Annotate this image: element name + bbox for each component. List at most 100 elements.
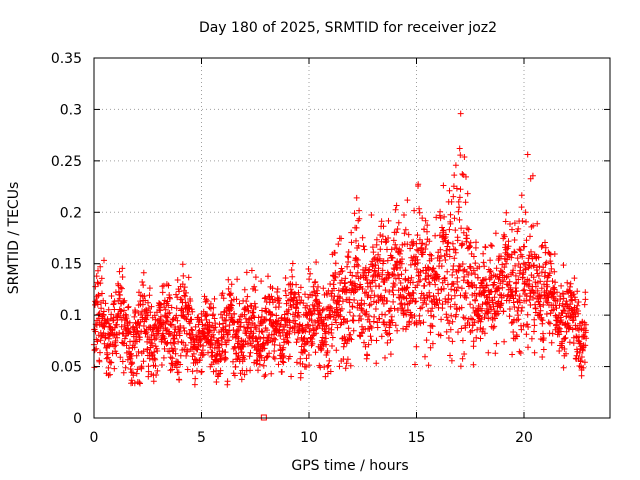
data-point xyxy=(140,348,147,355)
data-point xyxy=(430,313,437,320)
data-point xyxy=(441,277,448,284)
data-point xyxy=(375,265,382,272)
y-tick-label: 0.2 xyxy=(60,205,82,221)
data-point xyxy=(372,277,378,284)
data-point xyxy=(117,354,124,361)
data-point xyxy=(567,301,574,308)
data-point xyxy=(212,324,219,331)
data-point xyxy=(556,348,563,354)
data-point xyxy=(111,365,118,372)
data-point xyxy=(574,302,581,309)
data-point xyxy=(452,227,459,234)
data-point xyxy=(452,249,459,256)
data-point xyxy=(152,356,159,363)
data-point xyxy=(362,264,369,271)
data-point xyxy=(456,204,463,211)
data-point xyxy=(152,363,159,369)
data-point xyxy=(321,338,328,345)
data-point xyxy=(379,233,386,240)
data-point xyxy=(144,346,151,352)
data-point xyxy=(484,309,491,316)
data-point xyxy=(210,331,216,338)
data-point xyxy=(515,316,522,323)
data-point xyxy=(231,310,238,317)
data-point xyxy=(448,357,455,364)
data-point xyxy=(330,297,337,303)
data-point xyxy=(293,339,300,346)
data-point xyxy=(522,265,529,272)
data-point xyxy=(183,352,190,359)
data-point xyxy=(506,313,513,320)
data-point xyxy=(548,339,555,346)
data-point xyxy=(309,322,316,329)
data-point xyxy=(238,319,244,326)
data-point xyxy=(261,373,268,380)
data-point xyxy=(537,278,544,285)
data-point xyxy=(337,294,343,300)
data-point xyxy=(209,352,216,359)
data-point xyxy=(437,246,444,253)
data-point xyxy=(223,317,229,324)
data-point xyxy=(525,344,531,351)
data-point xyxy=(373,236,380,243)
data-point xyxy=(422,246,429,252)
data-point xyxy=(355,263,362,269)
data-point xyxy=(537,307,544,314)
data-point xyxy=(506,297,513,304)
data-point xyxy=(556,302,563,309)
data-point xyxy=(399,293,406,300)
data-point xyxy=(401,301,408,308)
data-point xyxy=(348,229,355,236)
data-point xyxy=(327,368,334,375)
data-point xyxy=(449,240,456,247)
data-point xyxy=(134,366,141,373)
data-point xyxy=(111,306,118,313)
data-point xyxy=(378,333,385,340)
data-point xyxy=(280,359,287,366)
data-point xyxy=(244,293,251,300)
data-point xyxy=(578,372,585,379)
data-point xyxy=(571,275,578,282)
data-point xyxy=(104,351,111,358)
data-point xyxy=(283,292,290,299)
data-point xyxy=(368,337,375,344)
data-point xyxy=(237,323,244,330)
data-point xyxy=(404,284,411,291)
data-point xyxy=(417,320,424,327)
data-point xyxy=(462,324,469,331)
data-point xyxy=(492,315,498,322)
data-point xyxy=(578,354,585,360)
data-point xyxy=(493,340,500,347)
data-point xyxy=(476,312,483,319)
data-point xyxy=(136,334,143,341)
data-point xyxy=(416,312,423,319)
data-point xyxy=(331,285,337,292)
data-point xyxy=(145,363,152,370)
data-point xyxy=(412,361,418,368)
data-point xyxy=(306,329,313,335)
data-point xyxy=(516,246,523,253)
data-point xyxy=(366,266,373,273)
data-point xyxy=(460,267,467,274)
data-point xyxy=(207,300,214,307)
data-point xyxy=(341,333,348,340)
data-point xyxy=(467,301,474,308)
data-point xyxy=(241,356,248,363)
data-point xyxy=(362,311,369,318)
data-point xyxy=(449,272,456,278)
data-point xyxy=(359,286,366,292)
data-point xyxy=(519,304,526,311)
data-point xyxy=(252,274,259,281)
data-point xyxy=(423,337,430,344)
data-point xyxy=(511,304,518,310)
data-point xyxy=(216,329,222,336)
data-point xyxy=(388,313,395,320)
data-point xyxy=(285,310,291,317)
data-point xyxy=(413,343,420,350)
data-point xyxy=(474,326,481,333)
data-point xyxy=(408,274,415,281)
data-point xyxy=(161,335,168,342)
data-point xyxy=(230,358,236,365)
data-point xyxy=(356,207,363,214)
